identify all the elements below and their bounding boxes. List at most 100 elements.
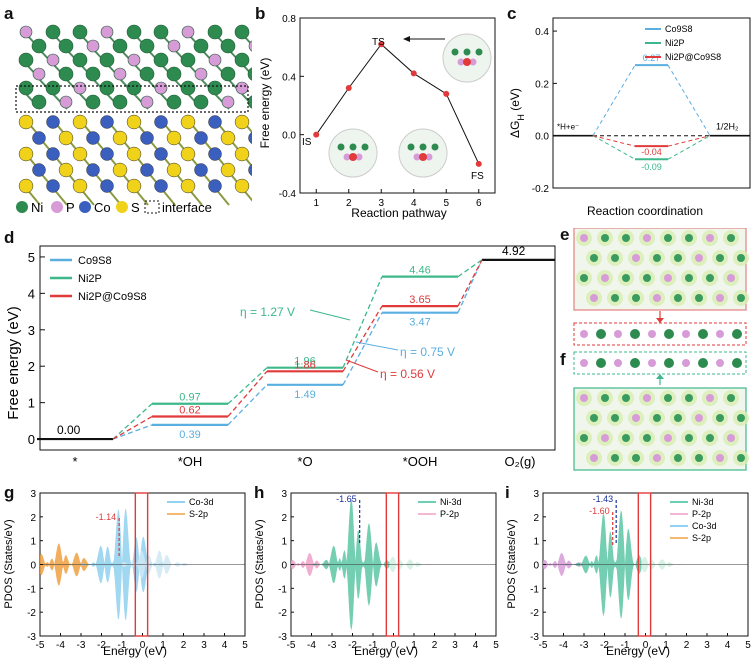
atom xyxy=(664,274,672,282)
pdos-xtick-label: 2 xyxy=(181,640,187,651)
i-ylabel: PDOS (States/eV) xyxy=(506,519,518,608)
d-value-label: 4.46 xyxy=(409,265,430,277)
e-interface-box xyxy=(573,322,747,346)
fermi-window xyxy=(385,492,400,637)
pdos-ytick-label: -1 xyxy=(530,584,539,595)
s-atom xyxy=(72,146,88,162)
b-point xyxy=(313,131,320,138)
pdos-ytick-label: -2 xyxy=(530,608,539,619)
pdos-legend-label: S-2p xyxy=(189,509,208,519)
p-atom xyxy=(194,67,208,81)
atom xyxy=(727,434,735,442)
pdos-ytick-label: -2 xyxy=(278,608,287,619)
pdos-ytick-label: -1 xyxy=(278,584,287,595)
pdos-legend-label: P-2p xyxy=(692,509,711,519)
interface-box xyxy=(15,85,249,113)
pdos-legend-label: Co-3d xyxy=(692,521,717,531)
pdos-xtick-label: 4 xyxy=(222,640,228,651)
interface-atom xyxy=(614,359,622,367)
p-atom xyxy=(86,39,100,53)
c-connector xyxy=(667,135,711,160)
d-connector xyxy=(342,276,383,368)
interface-atom xyxy=(664,329,674,339)
pdos-xtick-label: -3 xyxy=(328,640,337,651)
atom xyxy=(674,454,682,462)
ni-atom xyxy=(220,38,236,54)
s-atom xyxy=(180,114,196,130)
atom xyxy=(674,254,682,262)
c-ytick-label: 0.4 xyxy=(535,27,549,38)
b-inset-atom xyxy=(407,143,415,151)
d-overpotential-het: η = 0.56 V xyxy=(380,367,435,381)
d-overpotential-co: η = 0.75 V xyxy=(400,345,455,359)
atom xyxy=(622,434,630,442)
atom xyxy=(737,454,745,462)
d-value-label: 0.39 xyxy=(179,429,200,441)
d-connector xyxy=(112,415,153,440)
pdos-xtick-label: 2 xyxy=(684,640,690,651)
pdos-xtick-label: 3 xyxy=(704,640,710,651)
ni-atom xyxy=(234,52,250,68)
h-ylabel: PDOS (States/eV) xyxy=(254,519,266,608)
d-category-label: O₂(g) xyxy=(504,454,535,469)
ni-atom xyxy=(58,38,74,54)
d-connector xyxy=(457,259,483,278)
ni-atom xyxy=(234,24,250,40)
p-atom xyxy=(181,25,195,39)
atom xyxy=(664,234,672,242)
atom xyxy=(580,434,588,442)
atom xyxy=(706,234,714,242)
co-atom xyxy=(208,179,222,193)
pdos-xtick-label: 5 xyxy=(745,640,751,651)
pdos-xtick-label: 0 xyxy=(140,640,146,651)
ni-atom xyxy=(166,94,182,110)
s-atom xyxy=(72,114,88,130)
co-atom xyxy=(32,131,46,145)
interface-atom xyxy=(682,330,690,338)
atom xyxy=(601,434,609,442)
atom xyxy=(601,394,609,402)
d-ytick-label: 1 xyxy=(28,396,35,411)
atom xyxy=(653,414,661,422)
pdos-xtick-label: -1 xyxy=(369,640,378,651)
b-inset-atom xyxy=(475,48,483,56)
panel-label-i: i xyxy=(505,483,510,502)
ni-atom xyxy=(85,94,101,110)
c-ytick-label: -0.2 xyxy=(532,184,550,195)
d-frame xyxy=(39,245,556,451)
d-overpotential-ni: η = 1.27 V xyxy=(240,305,295,319)
structure-panel-a: Ni P Co S interface xyxy=(15,24,252,215)
pdos-legend-label: P-2p xyxy=(440,509,459,519)
pdos-legend-label: S-2p xyxy=(692,533,711,543)
p-atom xyxy=(100,25,114,39)
b-annot-ts: TS xyxy=(372,37,385,48)
p-atom xyxy=(73,81,87,95)
c-connector xyxy=(592,135,636,147)
pdos-xtick-label: -3 xyxy=(77,640,86,651)
d-category-label: *OH xyxy=(178,454,203,469)
atom xyxy=(632,414,640,422)
c-xlabel: Reaction coordination xyxy=(587,204,703,218)
pdos-ytick-label: -2 xyxy=(27,608,36,619)
pdos-xtick-label: -2 xyxy=(600,640,609,651)
pdos-xtick-label: 4 xyxy=(473,640,479,651)
ni-atom xyxy=(247,67,252,81)
b-inset-atom xyxy=(451,48,459,56)
b-inset-atom xyxy=(463,48,471,56)
atom xyxy=(580,394,588,402)
interface-atom xyxy=(716,359,724,367)
atom xyxy=(685,434,693,442)
interface-atom xyxy=(630,329,640,339)
chart-b: Free energy (eV) Reaction pathway 1 2 3 4 5 6… xyxy=(258,14,496,220)
atom xyxy=(716,454,724,462)
b-ytick-label: 0.4 xyxy=(282,72,296,83)
co-atom xyxy=(32,163,46,177)
d-connector xyxy=(342,305,383,372)
atom xyxy=(632,254,640,262)
pdos-xtick-label: 2 xyxy=(432,640,438,651)
interface-atom xyxy=(648,330,656,338)
b-annot-is: IS xyxy=(302,137,312,148)
d-ytick-label: 5 xyxy=(28,250,35,265)
s-atom xyxy=(18,178,34,194)
d-pointer xyxy=(345,359,379,373)
